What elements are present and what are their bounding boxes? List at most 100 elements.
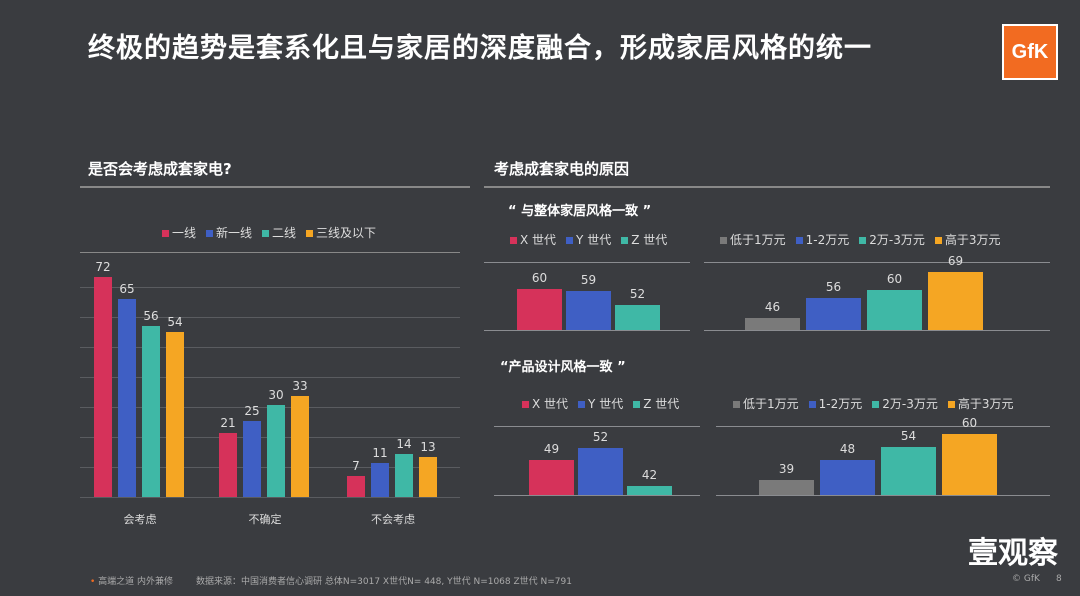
data-label: 54	[167, 315, 183, 330]
bar	[291, 396, 309, 497]
data-label: 65	[119, 281, 135, 296]
legend-label: 新一线	[216, 226, 253, 240]
income-legend-2: 低于1万元 1-2万元 2万-3万元 高于3万元	[733, 395, 1014, 412]
data-label: 69	[947, 254, 964, 268]
left-chart: 72 65 56 54 会考虑 21 25 30 33 不确定 7 11 14 13 不会考虑	[80, 260, 460, 526]
bar	[243, 420, 261, 497]
legend-swatch	[510, 237, 517, 244]
gridline	[80, 347, 460, 348]
legend-swatch	[162, 230, 169, 237]
gridline	[716, 426, 1050, 427]
legend-swatch	[621, 237, 629, 244]
bar	[529, 459, 574, 495]
bar	[615, 305, 660, 330]
legend-swatch	[859, 237, 867, 244]
legend-label: Z 世代	[643, 397, 680, 411]
legend-label: 低于1万元	[743, 397, 799, 411]
category-label: 不会考虑	[371, 513, 415, 526]
legend-label: 2万-3万元	[882, 397, 938, 411]
right-heading: 考虑成套家电的原因	[494, 160, 630, 178]
gridline	[716, 495, 1050, 496]
bar	[578, 448, 623, 495]
legend-item: X 世代	[522, 395, 568, 412]
legend-item: 2万-3万元	[859, 231, 925, 248]
legend-swatch	[633, 401, 641, 408]
legend-item: 一线	[162, 224, 196, 241]
gridline	[494, 495, 700, 496]
category-label: 会考虑	[123, 513, 157, 526]
generation-legend-2: X 世代 Y 世代 Z 世代	[522, 395, 679, 412]
legend-swatch	[522, 401, 529, 408]
bar	[371, 463, 389, 497]
divider	[80, 252, 460, 253]
bar	[347, 475, 365, 497]
legend-label: 三线及以下	[316, 226, 377, 240]
data-label: 56	[143, 309, 159, 324]
data-label: 7	[352, 458, 360, 473]
legend-label: 高于3万元	[944, 233, 1001, 247]
legend-label: Y 世代	[588, 397, 624, 411]
generation-legend-1: X 世代 Y 世代 Z 世代	[510, 231, 667, 248]
generation-chart-1: 60 59 52	[484, 262, 690, 331]
legend-item: Y 世代	[566, 231, 611, 248]
page-title: 终极的趋势是套系化且与家居的深度融合，形成家居风格的统一	[88, 33, 872, 64]
bar	[820, 460, 875, 495]
legend-item: 1-2万元	[795, 231, 849, 248]
gridline	[80, 287, 460, 288]
bar	[867, 290, 922, 330]
legend-label: X 世代	[520, 233, 557, 247]
legend-swatch	[206, 230, 214, 237]
bar	[395, 454, 413, 497]
income-legend-1: 低于1万元 1-2万元 2万-3万元 高于3万元	[720, 231, 1001, 248]
legend-label: X 世代	[532, 397, 569, 411]
footer-bullet: 高端之道 内外兼修	[98, 577, 174, 587]
legend-swatch	[947, 401, 955, 408]
left-heading: 是否会考虑成套家电?	[88, 160, 232, 178]
legend-item: Z 世代	[621, 231, 667, 248]
left-legend: 一线 新一线 二线 三线及以下	[162, 224, 376, 241]
data-label: 49	[543, 441, 560, 456]
legend-swatch	[934, 237, 942, 244]
data-label: 39	[778, 461, 795, 476]
bar	[166, 332, 184, 497]
income-chart-1: 46 56 60 69	[704, 254, 1050, 331]
bar	[517, 288, 562, 330]
footer-copyright: © GfK	[1012, 574, 1040, 584]
gridline	[80, 497, 460, 498]
gfk-logo: GfK	[1002, 24, 1058, 80]
legend-swatch	[872, 401, 880, 408]
legend-swatch	[262, 230, 270, 237]
legend-item: 高于3万元	[934, 231, 1001, 248]
legend-swatch	[566, 237, 574, 244]
data-label: 21	[220, 415, 236, 430]
bar	[928, 272, 983, 330]
data-label: 46	[764, 300, 781, 314]
data-label: 52	[592, 430, 609, 445]
bar	[219, 432, 237, 497]
data-label: 13	[420, 440, 436, 455]
legend-swatch	[733, 401, 740, 408]
subtitle-1: “ 与整体家居风格一致 ”	[508, 204, 652, 219]
data-label: 60	[531, 270, 548, 285]
bar	[566, 290, 611, 330]
legend-swatch	[720, 237, 727, 244]
bar	[759, 479, 814, 495]
legend-swatch	[808, 401, 816, 408]
legend-item: 1-2万元	[808, 395, 863, 412]
legend-label: 1-2万元	[818, 397, 863, 411]
data-label: 56	[825, 280, 842, 294]
legend-label: 一线	[172, 226, 197, 240]
watermark: 壹观察	[968, 536, 1058, 571]
data-label: 11	[372, 446, 388, 461]
divider	[484, 186, 1050, 188]
gridline	[484, 262, 690, 263]
divider	[80, 186, 470, 188]
legend-item: 三线及以下	[306, 224, 376, 241]
bar	[267, 405, 285, 497]
legend-item: 新一线	[206, 224, 252, 241]
legend-label: 2万-3万元	[869, 233, 925, 247]
data-label: 14	[396, 437, 412, 452]
data-label: 60	[961, 415, 978, 430]
bar	[942, 433, 997, 495]
data-label: 72	[95, 260, 111, 275]
